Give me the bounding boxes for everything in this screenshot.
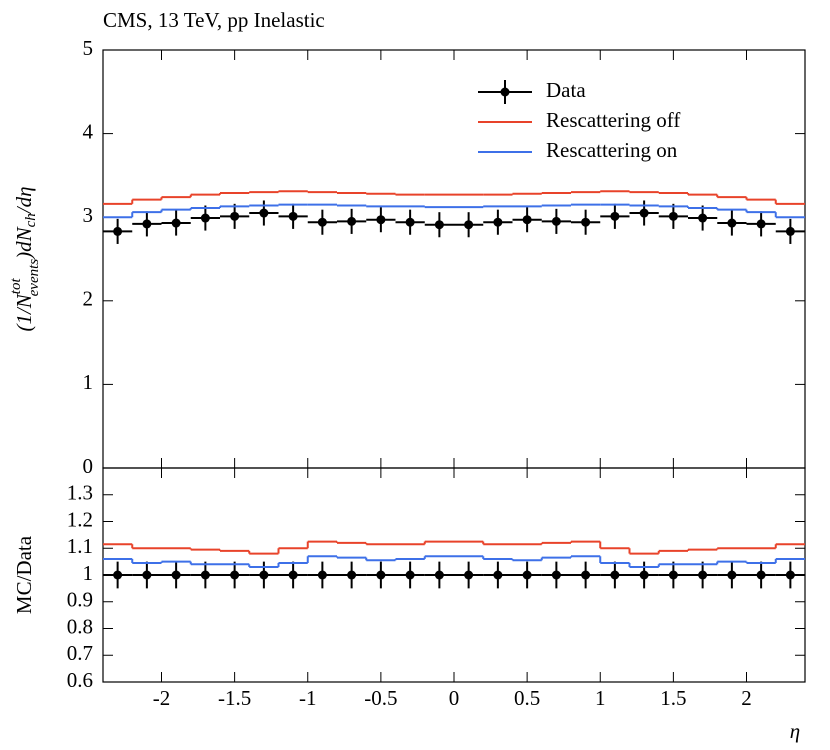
y-tick-label: 1 (83, 370, 94, 394)
y-axis-label: MC/Data (12, 535, 36, 614)
plot-frame (102, 49, 806, 469)
data-point (347, 570, 357, 580)
y-tick-label: 1 (83, 561, 94, 585)
y-tick-label: 1.1 (67, 534, 93, 558)
data-point (434, 570, 444, 580)
y-tick-label: 1.2 (67, 507, 93, 531)
data-point (727, 570, 737, 580)
data-point (405, 217, 415, 227)
data-point (727, 218, 737, 228)
legend-swatch (500, 87, 510, 97)
y-tick-label: 0.7 (67, 641, 93, 665)
data-point (551, 570, 561, 580)
y-tick-label: 1.3 (67, 481, 93, 505)
data-point (200, 213, 210, 223)
legend-label: Rescattering on (546, 138, 678, 162)
data-point (464, 570, 474, 580)
data-point (493, 570, 503, 580)
y-axis-label-part: ch (23, 213, 39, 227)
y-tick-label: 5 (83, 36, 94, 60)
y-tick-label: 4 (83, 119, 94, 143)
y-tick-label: 0.6 (67, 668, 93, 692)
data-point (756, 219, 766, 229)
data-point (581, 570, 591, 580)
data-point (317, 570, 327, 580)
data-point (785, 570, 795, 580)
data-point (581, 217, 591, 227)
data-point (230, 211, 240, 221)
x-axis-label: η (790, 719, 800, 743)
x-tick-label: 1.5 (660, 686, 686, 710)
x-tick-label: 1 (595, 686, 606, 710)
y-tick-label: 2 (83, 287, 94, 311)
data-point (171, 570, 181, 580)
data-point (317, 217, 327, 227)
y-axis-label-part: tot (8, 278, 24, 295)
x-tick-label: 2 (741, 686, 752, 710)
y-axis-label-part: (1/N (12, 293, 36, 331)
data-point (756, 570, 766, 580)
data-point (288, 570, 298, 580)
data-point (522, 215, 532, 225)
data-point (698, 570, 708, 580)
x-tick-label: -1.5 (218, 686, 251, 710)
data-point (142, 570, 152, 580)
y-axis-label-part: )dN (12, 226, 36, 259)
data-point (668, 570, 678, 580)
data-point (464, 220, 474, 230)
y-tick-label: 0.9 (67, 588, 93, 612)
data-point (668, 211, 678, 221)
x-tick-label: -2 (153, 686, 171, 710)
data-point (288, 211, 298, 221)
data-point (259, 570, 269, 580)
data-point (113, 570, 123, 580)
data-point (259, 208, 269, 218)
data-point (493, 217, 503, 227)
chart-title: CMS, 13 TeV, pp Inelastic (103, 8, 325, 32)
data-point (610, 211, 620, 221)
data-point (551, 216, 561, 226)
data-point (142, 219, 152, 229)
data-point (230, 570, 240, 580)
data-point (376, 215, 386, 225)
data-point (639, 208, 649, 218)
legend-label: Data (546, 78, 586, 102)
data-point (639, 570, 649, 580)
x-tick-label: 0 (449, 686, 460, 710)
data-point (522, 570, 532, 580)
data-point (171, 218, 181, 228)
legend-label: Rescattering off (546, 108, 680, 132)
data-point (347, 216, 357, 226)
data-point (200, 570, 210, 580)
data-point (405, 570, 415, 580)
data-point (785, 226, 795, 236)
data-point (376, 570, 386, 580)
data-point (113, 226, 123, 236)
y-axis-label-part: events (26, 259, 42, 297)
x-tick-label: -1 (299, 686, 317, 710)
y-tick-label: 0.8 (67, 614, 93, 638)
x-tick-label: 0.5 (514, 686, 540, 710)
data-point (698, 213, 708, 223)
y-tick-label: 0 (83, 454, 94, 478)
data-point (610, 570, 620, 580)
x-tick-label: -0.5 (364, 686, 397, 710)
y-axis-label: (1/Ntot events)dNch/dη (8, 186, 42, 331)
data-point (434, 220, 444, 230)
y-tick-label: 3 (83, 203, 94, 227)
y-axis-label-part: /dη (12, 186, 36, 214)
